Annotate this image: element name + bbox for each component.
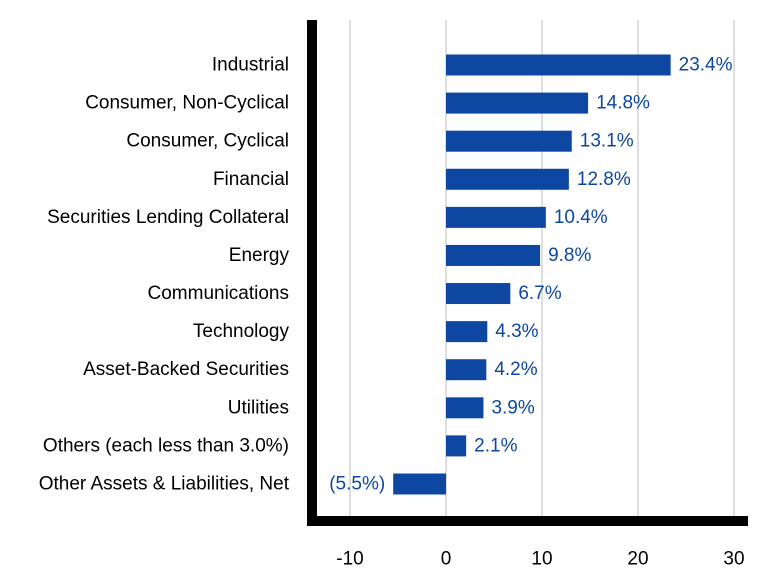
category-label: Other Assets & Liabilities, Net xyxy=(39,473,290,494)
category-label: Technology xyxy=(193,321,290,342)
bar xyxy=(393,473,446,495)
bar xyxy=(446,92,589,114)
bar xyxy=(446,359,487,381)
value-label: (5.5%) xyxy=(329,473,385,494)
x-tick-label: 10 xyxy=(531,549,552,570)
value-label: 9.8% xyxy=(548,245,591,266)
bar xyxy=(446,130,572,152)
value-label: 12.8% xyxy=(577,169,631,190)
category-label: Others (each less than 3.0%) xyxy=(43,435,289,456)
value-labels: 23.4% 14.8% 13.1% 12.8% 10.4% 9.8% 6.7% 4.3% 4.2… xyxy=(329,55,732,495)
x-tick-label: 0 xyxy=(441,549,452,570)
bar xyxy=(446,168,569,190)
bars xyxy=(393,54,671,495)
category-label: Utilities xyxy=(228,397,289,418)
value-label: 4.3% xyxy=(495,321,538,342)
value-label: 4.2% xyxy=(494,359,537,380)
category-label: Asset-Backed Securities xyxy=(83,359,289,380)
bar xyxy=(446,321,488,343)
value-label: 10.4% xyxy=(554,207,608,228)
category-label: Financial xyxy=(213,169,289,190)
bar xyxy=(446,54,671,76)
category-label: Industrial xyxy=(212,55,289,76)
value-label: 13.1% xyxy=(580,131,634,152)
value-label: 3.9% xyxy=(491,397,534,418)
bar xyxy=(446,206,546,228)
category-labels: Industrial Consumer, Non-Cyclical Consumer… xyxy=(39,55,290,495)
value-label: 23.4% xyxy=(679,55,733,76)
x-tick-label: -10 xyxy=(336,549,363,570)
bar xyxy=(446,397,484,419)
value-label: 14.8% xyxy=(596,93,650,114)
bar xyxy=(446,435,467,457)
x-tick-label: 20 xyxy=(627,549,648,570)
category-label: Energy xyxy=(229,245,290,266)
axes xyxy=(307,20,748,526)
value-label: 6.7% xyxy=(518,283,561,304)
category-label: Consumer, Non-Cyclical xyxy=(85,93,289,114)
x-tick-labels: -10 0 10 20 30 xyxy=(336,549,744,570)
category-label: Securities Lending Collateral xyxy=(47,207,289,228)
x-tick-label: 30 xyxy=(723,549,744,570)
category-label: Consumer, Cyclical xyxy=(126,131,289,152)
category-label: Communications xyxy=(148,283,290,304)
value-label: 2.1% xyxy=(474,435,517,456)
bar xyxy=(446,283,511,305)
bar xyxy=(446,244,541,266)
